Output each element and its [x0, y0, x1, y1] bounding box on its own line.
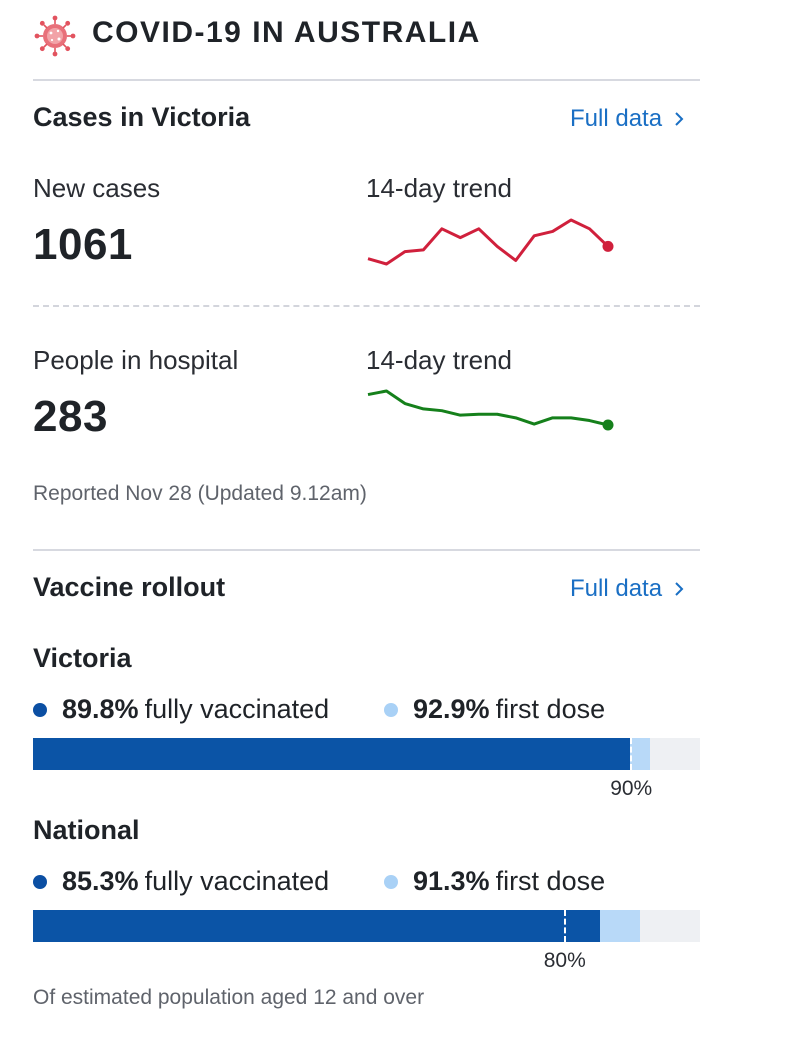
target-marker [563, 910, 566, 942]
hospital-trend-label: 14-day trend [366, 345, 512, 375]
fully-vaccinated-label: fully vaccinated [144, 694, 330, 724]
section-divider [33, 549, 700, 551]
first-dose-label: first dose [495, 866, 606, 896]
new-cases-value: 1061 [33, 220, 133, 269]
virus-icon [34, 15, 76, 57]
vaccine-section-title: Vaccine rollout [33, 572, 226, 602]
cases-full-data-label: Full data [570, 105, 663, 132]
fully-vaccinated-value: 89.8% [62, 694, 139, 724]
legend-fully-victoria: 89.8% fully vaccinated [33, 694, 329, 725]
vaccine-bar-national [33, 910, 700, 942]
fully-vaccinated-value: 85.3% [62, 866, 139, 896]
new-cases-label: New cases [33, 173, 161, 203]
fully-vaccinated-fill [33, 738, 630, 770]
fully-vaccinated-dot-icon [33, 702, 47, 717]
new-cases-trend-latest-point [602, 240, 614, 252]
fully-vaccinated-label: fully vaccinated [144, 866, 330, 896]
vaccine-bar-victoria [33, 738, 700, 770]
target-label-victoria: 90% [610, 777, 653, 800]
new-cases-trend-label: 14-day trend [366, 173, 512, 203]
fully-vaccinated-dot-icon [33, 874, 47, 889]
target-label-national: 80% [543, 949, 586, 972]
first-dose-value: 91.3% [413, 866, 490, 896]
hospital-trend-latest-point [602, 419, 614, 431]
target-marker [630, 738, 633, 770]
vaccine-footnote: Of estimated population aged 12 and over [33, 986, 425, 1009]
reported-timestamp: Reported Nov 28 (Updated 9.12am) [33, 482, 367, 505]
new-cases-trend-line [367, 218, 610, 266]
cases-section-title: Cases in Victoria [33, 102, 251, 132]
chevron-right-icon [675, 112, 684, 126]
region-title-national: National [33, 815, 140, 845]
hospital-sparkline [367, 389, 614, 431]
new-cases-sparkline [367, 218, 614, 266]
section-dashed-divider [33, 305, 700, 307]
hospital-value: 283 [33, 392, 108, 441]
vaccine-full-data-label: Full data [570, 575, 663, 602]
legend-first-victoria: 92.9% first dose [384, 694, 605, 725]
vaccine-full-data-link[interactable]: Full data [570, 575, 686, 603]
fully-vaccinated-fill [33, 910, 600, 942]
legend-fully-national: 85.3% fully vaccinated [33, 866, 329, 897]
hospital-trend-line [367, 389, 609, 427]
header-divider [33, 79, 700, 81]
chevron-right-icon [675, 582, 684, 596]
region-title-victoria: Victoria [33, 643, 132, 673]
hospital-label: People in hospital [33, 345, 239, 375]
legend-first-national: 91.3% first dose [384, 866, 605, 897]
first-dose-dot-icon [384, 874, 398, 889]
first-dose-label: first dose [495, 694, 606, 724]
cases-full-data-link[interactable]: Full data [570, 105, 686, 133]
first-dose-dot-icon [384, 702, 398, 717]
first-dose-value: 92.9% [413, 694, 490, 724]
page-title: COVID-19 IN AUSTRALIA [92, 16, 481, 49]
